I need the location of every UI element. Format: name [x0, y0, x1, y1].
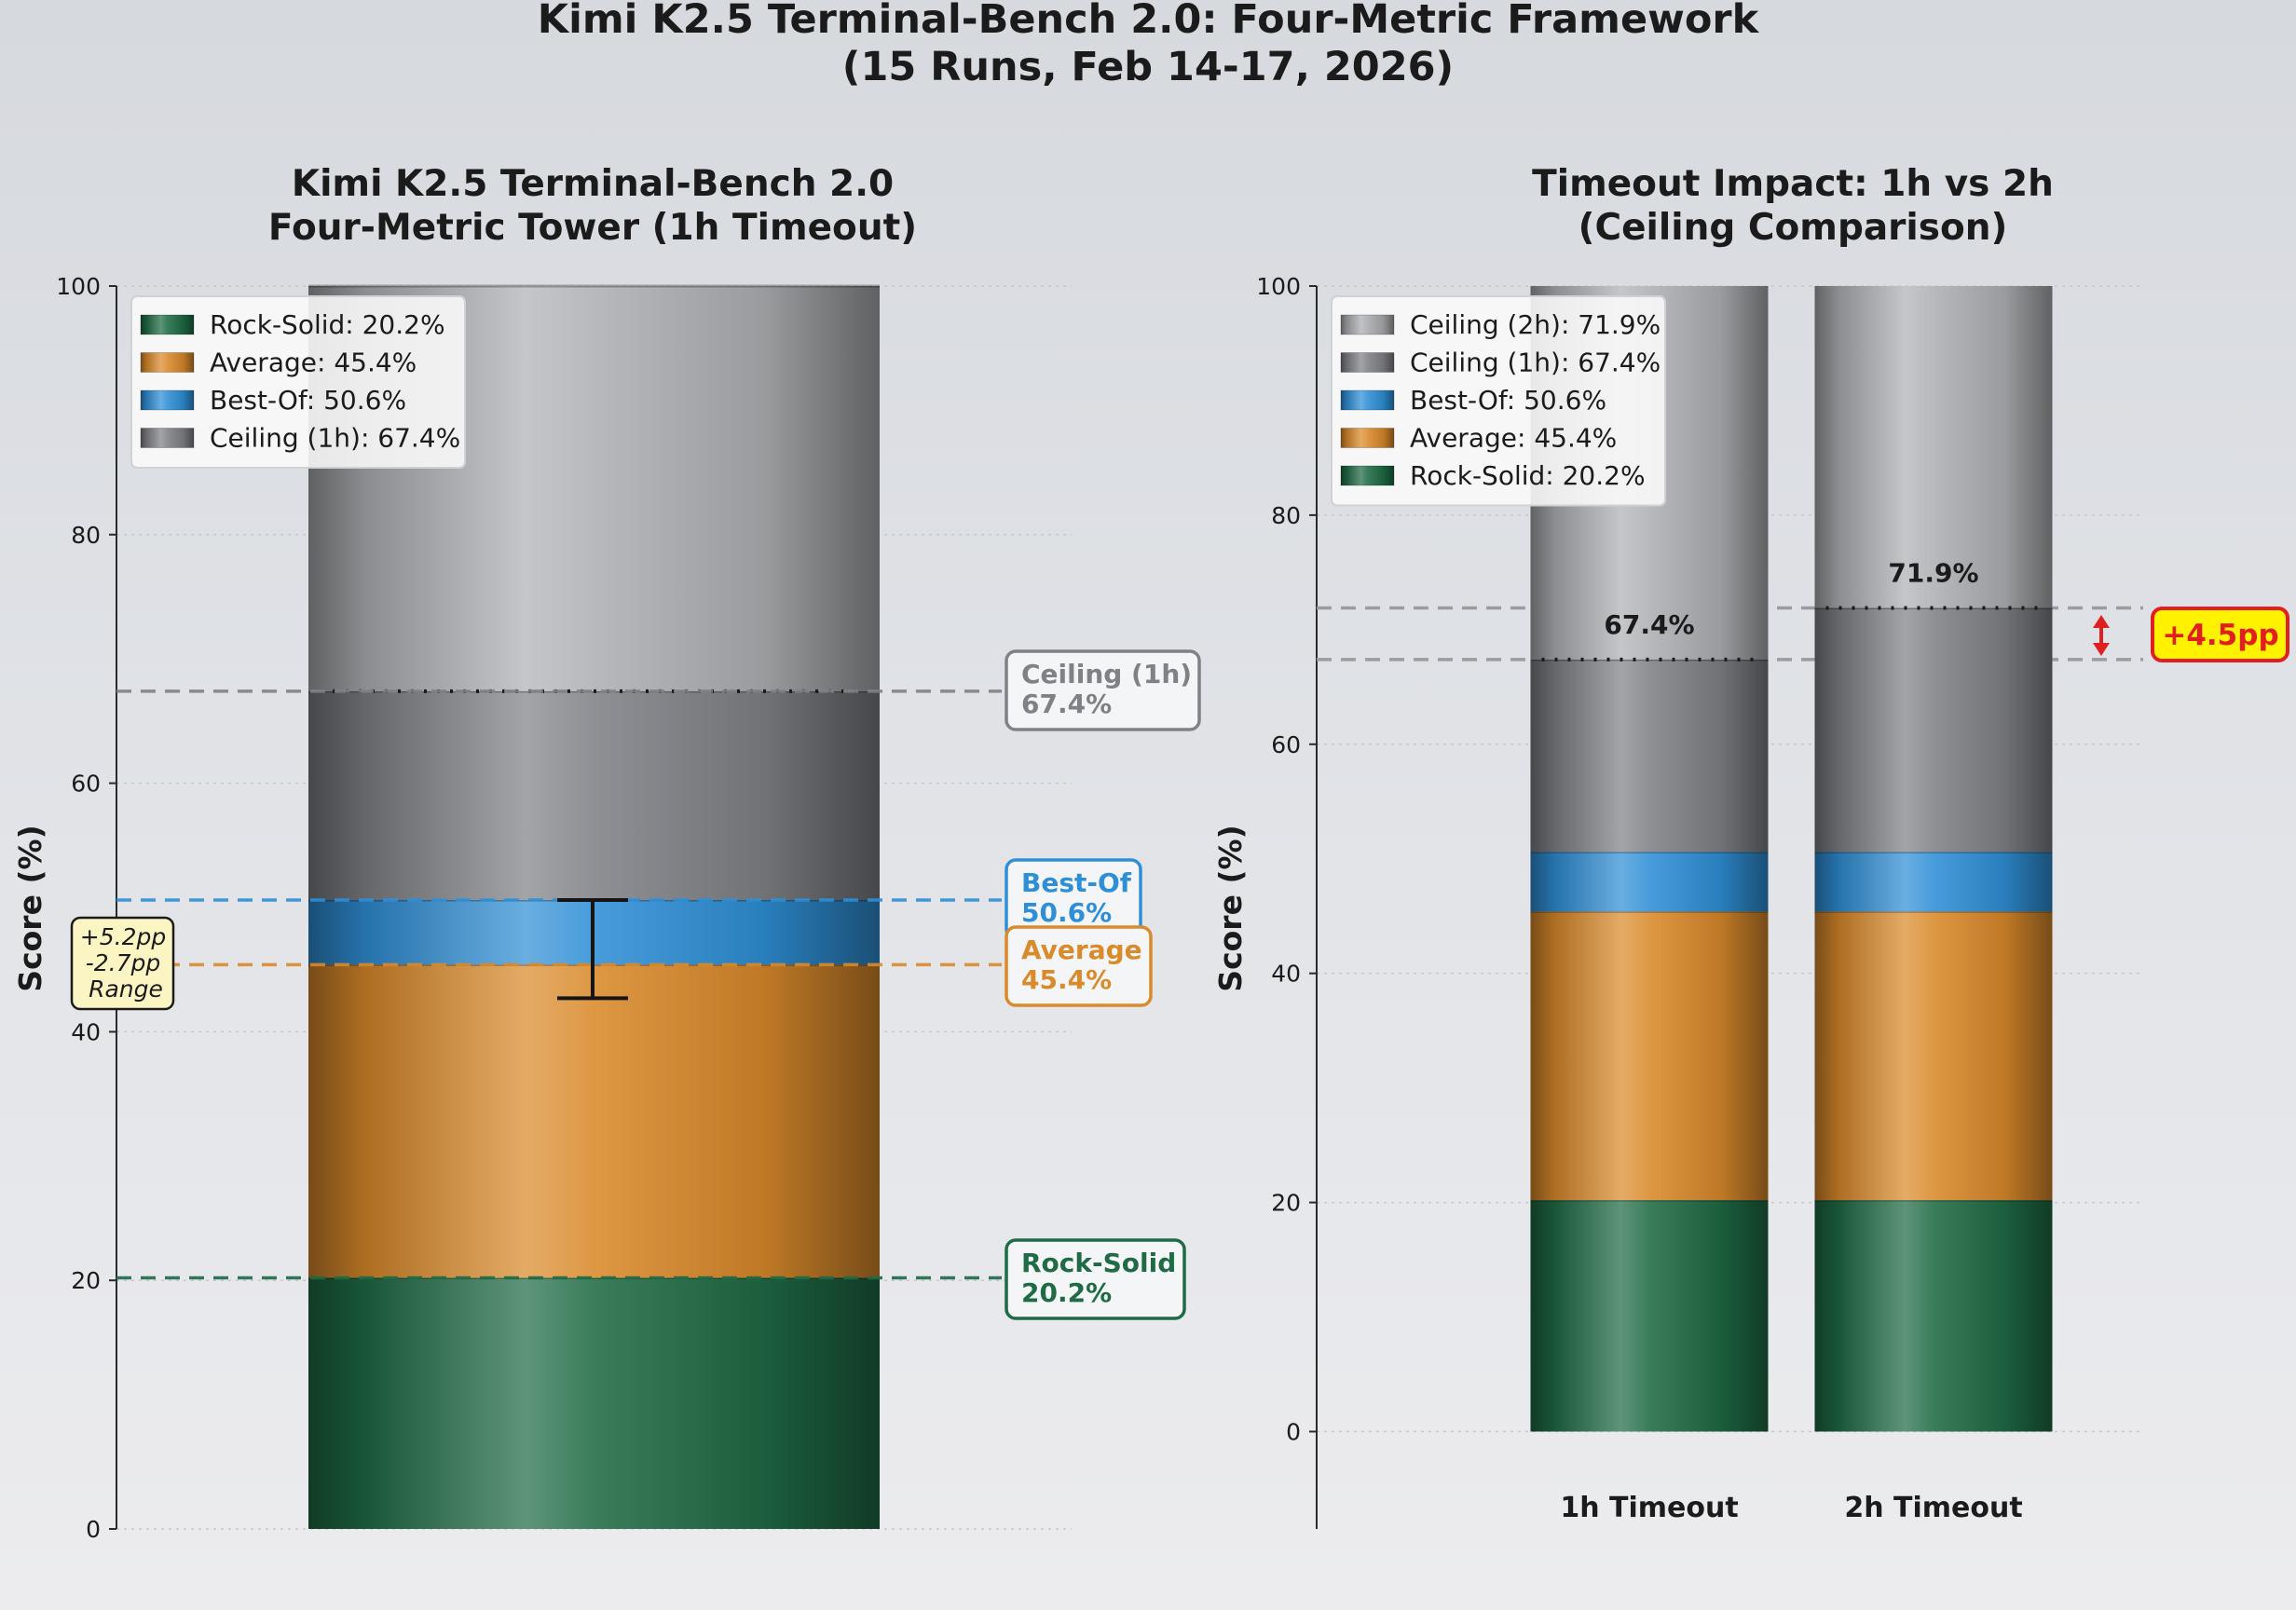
timeout-y-ticks: 0 20 40 60 80 100 [1256, 273, 1317, 1445]
tower-annotation-label: Ceiling (1h) [1021, 659, 1192, 689]
tower-tick-label: 80 [71, 522, 101, 549]
timeout-legend-swatch [1340, 428, 1395, 448]
tower-annotation-value: 67.4% [1021, 689, 1112, 719]
timeout-bar-segment [1530, 911, 1769, 1201]
timeout-legend-box [1331, 295, 1666, 507]
timeout-value-label: 71.9% [1888, 557, 1978, 588]
tower-annotation-label: Best-Of [1021, 867, 1132, 898]
tower-error-bar [557, 897, 628, 1001]
tower-chart: Kimi K2.5 Terminal-Bench 2.0 Four-Metric… [12, 163, 1201, 1543]
tower-annotation-label: Average [1021, 935, 1142, 965]
difference-arrow-up-icon [2093, 615, 2110, 628]
timeout-category-label: 2h Timeout [1844, 1492, 2022, 1524]
timeout-chart-title-line1: Timeout Impact: 1h vs 2h [1532, 163, 2054, 205]
difference-label: +4.5pp [2162, 619, 2278, 652]
tower-legend-label: Rock-Solid: 20.2% [210, 309, 445, 340]
timeout-tick-label: 60 [1271, 731, 1301, 758]
tower-annotation-label: Rock-Solid [1021, 1248, 1176, 1278]
tower-segment-rock-solid [308, 1277, 880, 1529]
tower-segment-ceiling-1h- [308, 690, 880, 900]
timeout-tick-label: 0 [1286, 1418, 1301, 1445]
timeout-bar-top [1814, 286, 2053, 608]
range-note-line2: -2.7pp [86, 949, 161, 976]
timeout-legend-swatch [1340, 389, 1395, 411]
timeout-bar-segment [1530, 659, 1769, 853]
tower-legend-swatch [140, 352, 195, 373]
tower-chart-ylabel: Score (%) [12, 825, 48, 991]
figure-title-line1: Kimi K2.5 Terminal-Bench 2.0: Four-Metri… [538, 0, 1760, 43]
tower-chart-title-line1: Kimi K2.5 Terminal-Bench 2.0 [292, 163, 894, 205]
timeout-legend-label: Rock-Solid: 20.2% [1410, 460, 1646, 491]
timeout-legend-label: Average: 45.4% [1410, 423, 1617, 454]
range-note: +5.2pp -2.7pp Range [70, 916, 175, 1011]
tower-annotation-value: 50.6% [1021, 897, 1112, 928]
timeout-bar-segment [1530, 852, 1769, 912]
tower-tick-label: 0 [86, 1516, 101, 1543]
timeout-bar-segment [1814, 852, 2053, 912]
tower-chart-title-line2: Four-Metric Tower (1h Timeout) [268, 207, 917, 249]
timeout-bar-segment [1530, 1200, 1769, 1432]
timeout-tick-label: 80 [1271, 502, 1301, 529]
timeout-chart-ylabel: Score (%) [1212, 825, 1249, 991]
timeout-bar-segment [1814, 607, 2053, 853]
tower-legend-label: Average: 45.4% [210, 348, 417, 378]
tower-legend-box [130, 295, 466, 469]
range-note-line3: Range [89, 976, 163, 1003]
tower-legend: Rock-Solid: 20.2% Average: 45.4% Best-Of: … [130, 295, 466, 469]
difference-arrow-down-icon [2093, 643, 2110, 656]
timeout-bar-segment [1814, 911, 2053, 1201]
tower-tick-label: 20 [71, 1267, 101, 1294]
difference-marker: +4.5pp [2093, 607, 2289, 662]
timeout-legend-swatch [1340, 465, 1395, 486]
timeout-legend-swatch [1340, 352, 1395, 373]
timeout-legend: Ceiling (2h): 71.9% Ceiling (1h): 67.4% Be… [1331, 295, 1666, 507]
tower-tick-label: 100 [56, 273, 101, 300]
timeout-bar-segment [1814, 1200, 2053, 1432]
timeout-value-label: 67.4% [1604, 609, 1694, 640]
tower-annotation-value: 45.4% [1021, 964, 1112, 995]
timeout-labels: 67.4% 1h Timeout 71.9% 2h Timeout [1560, 557, 2022, 1524]
tower-y-ticks: 0 20 40 60 80 100 [56, 273, 116, 1543]
tower-tick-label: 60 [71, 771, 101, 798]
figure-title-line2: (15 Runs, Feb 14-17, 2026) [842, 44, 1454, 90]
tower-legend-swatch [140, 389, 195, 411]
timeout-bars [1530, 286, 2053, 1432]
tower-tick-label: 40 [71, 1018, 101, 1045]
timeout-tick-label: 100 [1256, 273, 1301, 300]
timeout-chart-title-line2: (Ceiling Comparison) [1578, 207, 2008, 249]
tower-legend-label: Best-Of: 50.6% [210, 385, 406, 416]
timeout-tick-label: 20 [1271, 1190, 1301, 1217]
timeout-chart: Timeout Impact: 1h vs 2h (Ceiling Compar… [1212, 163, 2289, 1529]
tower-annotation-box [1004, 925, 1153, 1007]
tower-annotation-box [1004, 649, 1201, 731]
difference-badge [2151, 607, 2289, 662]
timeout-legend-label: Best-Of: 50.6% [1410, 385, 1606, 416]
tower-legend-swatch [140, 314, 195, 335]
timeout-legend-label: Ceiling (2h): 71.9% [1410, 309, 1660, 340]
timeout-legend-label: Ceiling (1h): 67.4% [1410, 348, 1660, 378]
timeout-legend-swatch [1340, 314, 1395, 335]
range-note-line1: +5.2pp [80, 923, 166, 950]
timeout-category-label: 1h Timeout [1560, 1492, 1738, 1524]
tower-segment-average [308, 964, 880, 1278]
range-note-box [70, 916, 175, 1011]
tower-legend-label: Ceiling (1h): 67.4% [210, 423, 460, 454]
tower-legend-swatch [140, 428, 195, 448]
timeout-tick-label: 40 [1271, 961, 1301, 988]
tower-annotation-value: 20.2% [1021, 1277, 1112, 1308]
tower-annotation-box [1004, 1238, 1186, 1320]
